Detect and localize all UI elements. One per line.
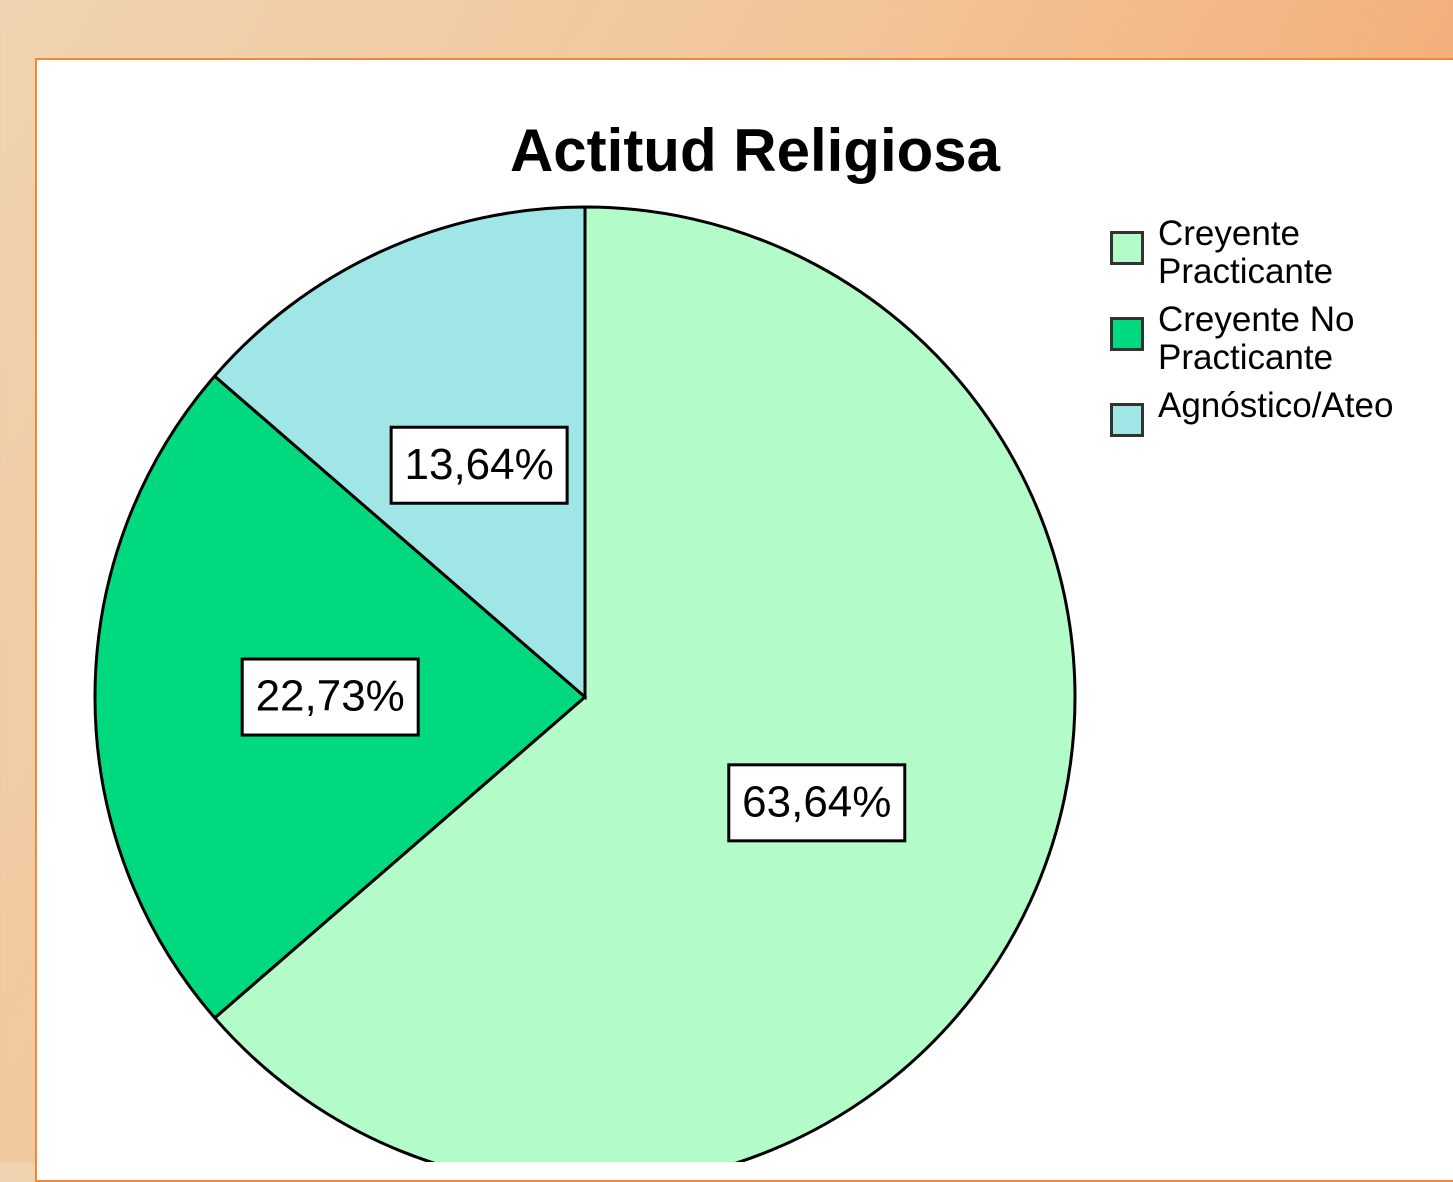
legend: Creyente Practicante Creyente No Practica… bbox=[1110, 215, 1400, 447]
legend-swatch bbox=[1110, 403, 1144, 437]
value-label-box bbox=[727, 763, 907, 843]
legend-item: Creyente No Practicante bbox=[1110, 301, 1400, 377]
legend-label: Creyente Practicante bbox=[1158, 214, 1334, 291]
chart-title: Actitud Religiosa bbox=[510, 117, 1001, 184]
value-label: 13,64% bbox=[405, 440, 554, 489]
value-label-box bbox=[389, 425, 569, 505]
legend-label: Agnóstico/Ateo bbox=[1158, 386, 1394, 425]
pie-slice bbox=[212, 205, 1077, 1162]
value-label: 22,73% bbox=[256, 672, 405, 721]
value-label-box bbox=[240, 657, 420, 737]
legend-swatch bbox=[1110, 317, 1144, 351]
value-label: 63,64% bbox=[742, 777, 891, 826]
legend-label: Creyente No Practicante bbox=[1158, 300, 1355, 377]
legend-swatch bbox=[1110, 231, 1144, 265]
legend-item: Creyente Practicante bbox=[1110, 215, 1400, 291]
legend-item: Agnóstico/Ateo bbox=[1110, 387, 1400, 437]
